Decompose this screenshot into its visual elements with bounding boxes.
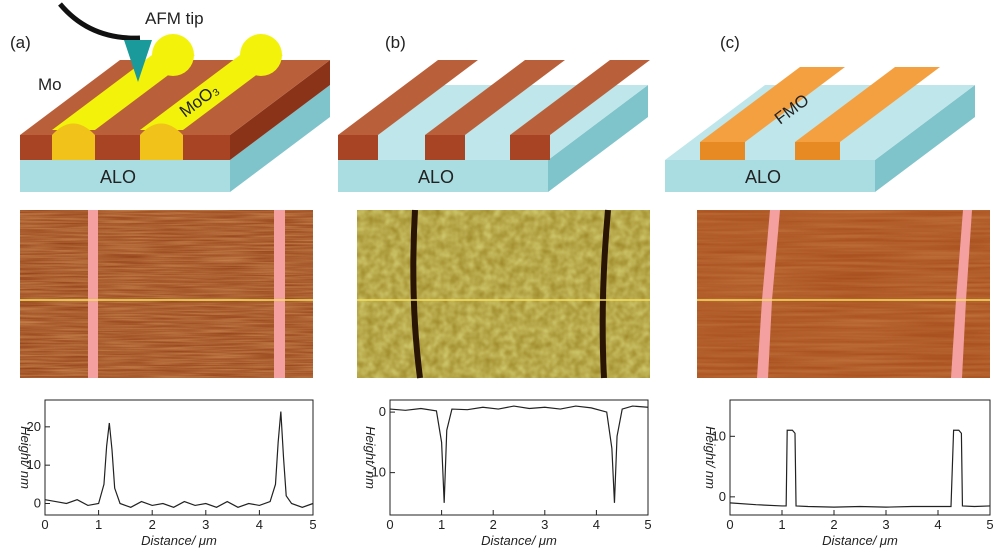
x-axis-label: Distance/ μm (822, 533, 898, 548)
afm-image-b (357, 210, 650, 378)
afm-image-a (20, 210, 313, 378)
profile-line (390, 406, 648, 503)
substrate-label: ALO (418, 167, 454, 187)
schematic-a (20, 4, 330, 192)
y-tick-label: 0 (719, 489, 726, 504)
page: (a) AFM tip Mo MoO₃ ALO (b) ALO (c) FMO … (0, 0, 1003, 553)
x-tick-label: 1 (438, 517, 445, 532)
x-tick-label: 0 (726, 517, 733, 532)
x-tick-label: 4 (934, 517, 941, 532)
x-tick-label: 5 (644, 517, 651, 532)
x-tick-label: 2 (490, 517, 497, 532)
panel-label: (b) (385, 33, 406, 52)
metal-label: Mo (38, 75, 62, 94)
y-tick-label: 0 (34, 496, 41, 511)
x-tick-label: 1 (778, 517, 785, 532)
x-tick-label: 0 (386, 517, 393, 532)
y-axis-label: Height/ nm (363, 426, 378, 489)
x-tick-label: 0 (41, 517, 48, 532)
x-tick-label: 2 (149, 517, 156, 532)
profile-line (45, 412, 313, 508)
x-tick-label: 2 (830, 517, 837, 532)
x-axis-label: Distance/ μm (141, 533, 217, 548)
x-axis-label: Distance/ μm (481, 533, 557, 548)
x-tick-label: 1 (95, 517, 102, 532)
x-tick-label: 3 (882, 517, 889, 532)
x-tick-label: 4 (256, 517, 263, 532)
schematic-b (338, 60, 650, 192)
y-axis-label: Height/ nm (18, 426, 33, 489)
profile-line (730, 430, 990, 507)
x-tick-label: 5 (986, 517, 993, 532)
plot-frame (390, 400, 648, 515)
x-tick-label: 4 (593, 517, 600, 532)
schematic-c (665, 67, 975, 192)
substrate-label: ALO (100, 167, 136, 187)
figure: (a) AFM tip Mo MoO₃ ALO (b) ALO (c) FMO … (0, 0, 1003, 553)
x-tick-label: 3 (202, 517, 209, 532)
panel-label: (c) (720, 33, 740, 52)
x-tick-label: 3 (541, 517, 548, 532)
afm-image-c (697, 210, 990, 378)
x-tick-label: 5 (309, 517, 316, 532)
tip-label: AFM tip (145, 9, 204, 28)
substrate-label: ALO (745, 167, 781, 187)
y-tick-label: 0 (379, 404, 386, 419)
y-axis-label: Height/ nm (703, 426, 718, 489)
panel-label: (a) (10, 33, 31, 52)
plot-frame (45, 400, 313, 515)
